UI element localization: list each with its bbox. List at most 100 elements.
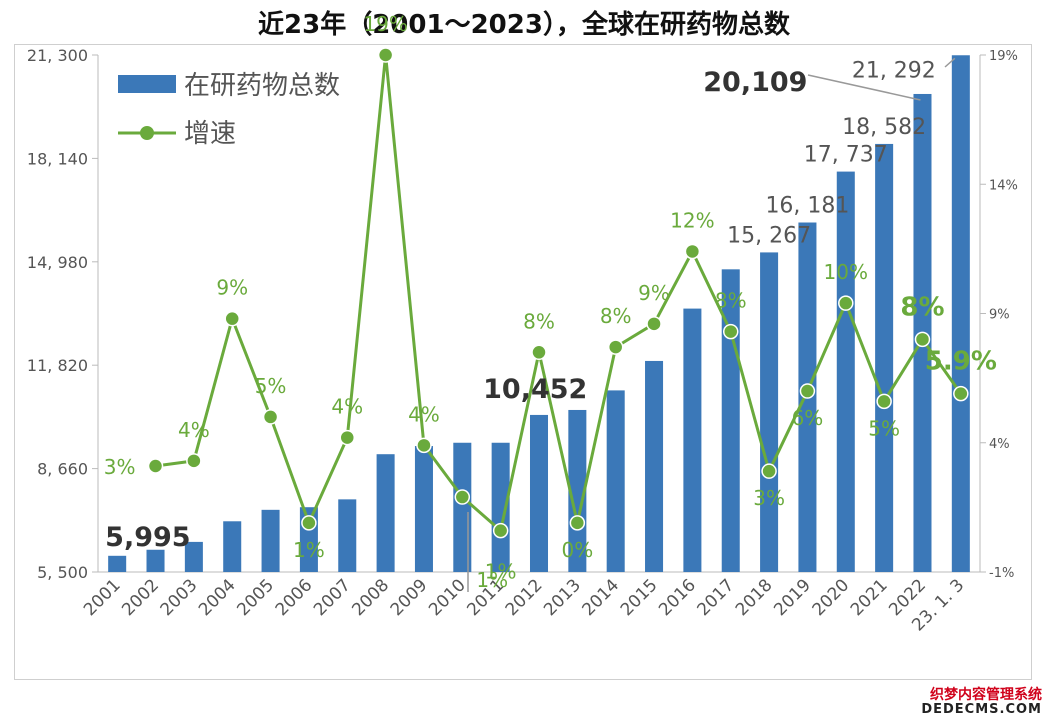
x-tick-label: 2013: [540, 575, 585, 620]
growth-label: 3%: [104, 455, 136, 479]
growth-point: [876, 393, 892, 410]
growth-point: [722, 323, 739, 340]
chart-frame: [14, 44, 1032, 680]
growth-label: 5%: [255, 374, 287, 398]
y-tick-label: 21, 300: [27, 46, 88, 65]
watermark-line1: 织梦内容管理系统: [930, 686, 1042, 703]
growth-label: 4%: [331, 395, 363, 419]
bar-value-label: 18, 582: [842, 115, 926, 140]
bar: [338, 499, 357, 572]
x-tick-label: 2007: [310, 575, 355, 620]
bar-value-label: 16, 181: [765, 194, 849, 219]
growth-point: [761, 463, 777, 479]
bar: [146, 549, 165, 572]
growth-label: 10%: [824, 260, 868, 284]
y2-tick-label: -1%: [989, 566, 1014, 581]
bar: [721, 269, 740, 572]
growth-label: 5%: [868, 416, 900, 440]
growth-point: [607, 339, 624, 355]
growth-point: [416, 437, 432, 454]
growth-point: [684, 243, 701, 260]
bar-value-label: 21, 292: [852, 58, 936, 83]
x-tick-label: 2017: [694, 575, 739, 620]
leader-line: [807, 74, 921, 101]
growth-point: [224, 310, 240, 327]
bar: [453, 442, 472, 572]
watermark-line2: DEDECMS.COM: [921, 702, 1042, 718]
bar: [760, 252, 779, 572]
growth-point: [147, 458, 164, 474]
growth-point: [492, 522, 509, 539]
x-tick-label: 2014: [578, 575, 623, 620]
x-tick-label: 2005: [233, 575, 278, 620]
y2-tick-label: 14%: [989, 178, 1018, 193]
watermark: 织梦内容管理系统 DEDECMS.COM: [921, 687, 1042, 718]
bar: [875, 143, 894, 573]
bar: [414, 446, 433, 572]
y-tick-label: 14, 980: [27, 253, 88, 272]
growth-point: [569, 515, 586, 531]
bar: [683, 308, 702, 572]
bar: [836, 171, 855, 572]
legend-line-label: 增速: [184, 119, 236, 149]
growth-point: [799, 383, 816, 399]
y2-tick-label: 19%: [989, 49, 1018, 64]
growth-label: 8%: [900, 292, 944, 322]
y-tick-label: 8, 660: [37, 460, 88, 479]
bar: [606, 390, 625, 572]
growth-label: 1%: [485, 560, 517, 584]
growth-point: [646, 316, 662, 332]
growth-point: [262, 409, 279, 425]
x-tick-label: 2020: [809, 575, 854, 620]
x-tick-label: 2019: [770, 575, 815, 620]
bar: [529, 414, 549, 572]
bar-value-label: 20,109: [703, 67, 807, 98]
bar: [108, 555, 127, 572]
growth-label: 1%: [476, 568, 508, 592]
bar-value-label: 5,995: [105, 522, 190, 553]
growth-point: [339, 429, 356, 446]
growth-label: 12%: [670, 208, 714, 232]
bar: [491, 442, 510, 572]
growth-label: 0%: [561, 538, 593, 562]
growth-point: [377, 47, 394, 63]
legend-bar-label: 在研药物总数: [184, 71, 340, 101]
chart-title: 近23年（2001～2023），全球在研药物总数: [258, 10, 790, 40]
growth-label: 8%: [600, 304, 632, 328]
y2-tick-label: 9%: [989, 308, 1010, 323]
legend-line-marker: [140, 126, 154, 140]
bar-value-label: 17, 737: [804, 143, 888, 168]
growth-label: 8%: [715, 289, 747, 313]
x-tick-label: 2015: [617, 575, 662, 620]
growth-point: [531, 344, 547, 361]
growth-label: 9%: [216, 276, 248, 300]
growth-label: 19%: [363, 12, 407, 36]
growth-label: 8%: [523, 309, 555, 333]
growth-point: [914, 331, 931, 348]
growth-label: 9%: [638, 281, 670, 305]
x-tick-label: 2016: [655, 575, 700, 620]
growth-label: 3%: [753, 486, 785, 510]
bar: [568, 409, 587, 572]
bar: [223, 521, 242, 572]
leader-line: [944, 57, 956, 68]
y2-tick-label: 4%: [989, 437, 1010, 452]
bar: [184, 541, 203, 572]
y-tick-label: 5, 500: [37, 563, 88, 582]
bar: [376, 454, 395, 572]
growth-point: [953, 385, 969, 402]
x-tick-label: 2021: [847, 575, 892, 620]
growth-line: [155, 53, 963, 533]
growth-point: [301, 515, 317, 531]
growth-point: [186, 453, 202, 469]
growth-label: 5.9%: [925, 347, 997, 377]
bar: [645, 360, 664, 572]
x-tick-label: 2001: [80, 575, 125, 620]
x-tick-label: 2004: [195, 575, 240, 620]
x-tick-label: 2018: [732, 575, 777, 620]
growth-label: 4%: [178, 418, 210, 442]
x-tick-label: 2002: [118, 575, 163, 620]
growth-label: 6%: [792, 406, 824, 430]
x-tick-label: 2009: [387, 575, 432, 620]
growth-point: [454, 489, 471, 505]
